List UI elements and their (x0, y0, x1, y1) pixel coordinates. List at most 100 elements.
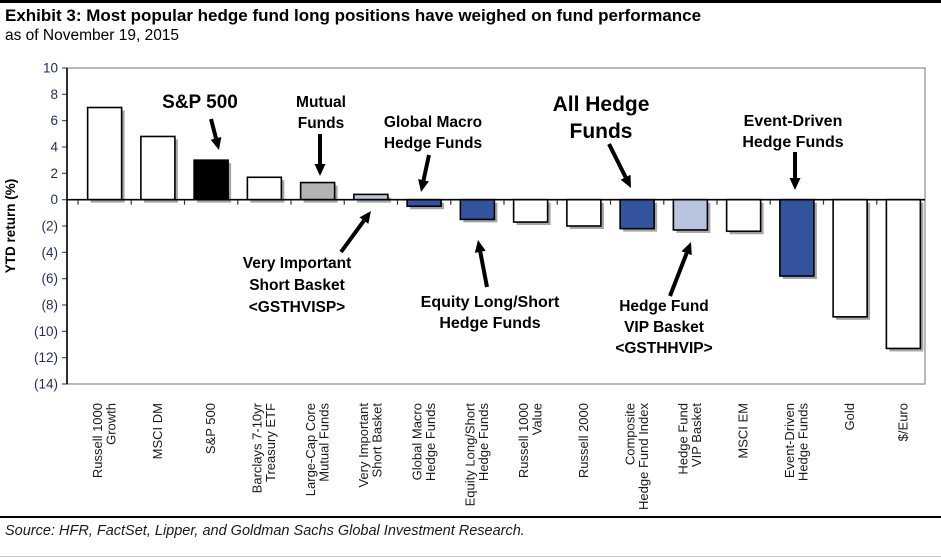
x-label-barclays-7-10yr-treasury-etf: Treasury ETF (263, 403, 278, 482)
y-tick-label: 8 (50, 87, 58, 102)
annotation-text: S&P 500 (162, 92, 238, 113)
y-tick-label: 0 (50, 192, 58, 207)
y-tick-label: 10 (43, 61, 58, 76)
x-label-russell-2000: Russell 2000 (576, 403, 591, 478)
annotation-text: Very Important (243, 255, 352, 272)
annotation-text: Funds (298, 115, 345, 132)
x-label-msci-em: MSCI EM (736, 403, 751, 459)
x-label-russell-1000-growth: Russell 1000 (90, 403, 105, 478)
bar-barclays-7-10yr-treasury-etf (246, 176, 283, 201)
y-tick-label: (8) (42, 298, 59, 313)
y-tick-label: 4 (50, 140, 58, 155)
x-label-russell-1000-value: Russell 1000 (516, 403, 531, 478)
x-label-global-macro-hedge-funds: Hedge Funds (423, 403, 438, 482)
annotation-text: Global Macro (384, 114, 482, 131)
bar-s-p-500 (193, 159, 229, 201)
annotation-text: Equity Long/Short (421, 294, 560, 311)
annotation-arrow-head (681, 242, 692, 256)
annotation-arrow-shaft (339, 219, 366, 254)
top-divider (0, 0, 941, 3)
bar-event-driven-hedge-funds (779, 198, 815, 277)
x-label-global-macro-hedge-funds: Global Macro (409, 403, 424, 480)
annotation-arrow-head (474, 240, 486, 253)
annotation-arrow-head (359, 211, 371, 224)
annotation-very-important-short-basket-gsthvisp: Very Important Short Basket <GSTHVISP> (243, 211, 371, 316)
annotation-arrow-shaft (478, 251, 489, 288)
annotation-event-driven-hedge-funds: Event-Driven Hedge Funds (742, 113, 844, 190)
x-label-equity-long-short-hedge-funds: Hedge Funds (476, 403, 491, 482)
annotation-equity-long-short-hedge-funds: Equity Long/Short Hedge Funds (421, 240, 560, 332)
annotation-text: <GSTHHVIP> (615, 340, 712, 357)
annotation-s-p-500: S&P 500 (162, 92, 238, 150)
y-tick-label: (4) (42, 245, 59, 260)
annotation-arrow-shaft (668, 252, 689, 297)
bar-msci-dm (140, 135, 176, 201)
y-tick-label: 6 (50, 113, 58, 128)
annotation-text: All Hedge (553, 93, 650, 116)
y-tick-label: (12) (34, 350, 58, 365)
annotation-arrow-shaft (421, 154, 431, 181)
x-label-equity-long-short-hedge-funds: Equity Long/Short (463, 403, 478, 507)
y-tick-label: (14) (34, 377, 58, 392)
bar-euro (885, 198, 922, 350)
annotation-text: Hedge Fund (619, 298, 709, 315)
annotation-text: Hedge Funds (384, 135, 482, 152)
annotation-text: Hedge Funds (439, 315, 540, 332)
bottom-divider (0, 556, 941, 557)
annotation-text: Short Basket (249, 277, 345, 294)
bar-gold (832, 198, 868, 318)
x-label-msci-dm: MSCI DM (150, 403, 165, 459)
x-label-hedge-fund-vip-basket: VIP Basket (689, 403, 704, 467)
annotation-arrow-shaft (209, 118, 218, 139)
bar-global-macro-hedge-funds (406, 198, 442, 208)
x-label-russell-1000-growth: Growth (103, 403, 118, 445)
x-label-russell-1000-value: Value (529, 403, 544, 435)
bar-msci-em (725, 198, 762, 233)
annotation-text: Funds (570, 120, 633, 143)
x-label-very-important-short-basket: Very Important (356, 403, 371, 488)
x-label-s-p-500: S&P 500 (203, 403, 218, 454)
x-label-large-cap-core-mutual-funds: Large-Cap Core (303, 403, 318, 496)
x-label-event-driven-hedge-funds: Hedge Funds (796, 403, 811, 482)
x-label-gold: Gold (842, 403, 857, 430)
annotation-all-hedge-funds: All Hedge Funds (553, 93, 650, 188)
annotation-arrow-head (789, 178, 801, 190)
annotation-arrow-head (314, 164, 326, 176)
annotations: S&P 500 Mutual Funds Global Macro Hedge Fund… (162, 92, 844, 357)
bar-large-cap-core-mutual-funds (299, 181, 336, 201)
bar-equity-long-short-hedge-funds (459, 198, 496, 221)
x-label-composite-hedge-fund-index: Composite (622, 403, 637, 465)
bar-russell-2000 (566, 198, 602, 227)
x-label-composite-hedge-fund-index: Hedge Fund Index (636, 403, 651, 510)
annotation-text: Hedge Funds (742, 134, 843, 151)
annotation-arrow-head (620, 174, 631, 188)
exhibit-subtitle: as of November 19, 2015 (5, 27, 180, 44)
annotation-arrow-shaft (607, 143, 628, 179)
annotation-arrow-head (210, 137, 222, 150)
x-label-large-cap-core-mutual-funds: Mutual Funds (316, 403, 331, 482)
bars (86, 106, 924, 352)
annotation-text: Event-Driven (744, 113, 843, 130)
x-label-euro: $/Euro (895, 403, 910, 441)
y-tick-label: (2) (42, 219, 59, 234)
source-divider (0, 516, 941, 518)
bar-composite-hedge-fund-index (619, 198, 655, 230)
annotation-mutual-funds: Mutual Funds (296, 94, 346, 176)
y-axis: 10 8 6 4 2 0 (2) (4) (6) (8) (10) (12) (14) (34, 61, 67, 392)
annotation-text: VIP Basket (624, 319, 704, 336)
source-note: Source: HFR, FactSet, Lipper, and Goldma… (5, 523, 525, 539)
x-label-barclays-7-10yr-treasury-etf: Barclays 7-10yr (250, 402, 265, 493)
bar-russell-1000-value (512, 198, 549, 223)
bar-hedge-fund-vip-basket (672, 198, 709, 231)
y-tick-label: 2 (50, 166, 58, 181)
bar-russell-1000-growth (86, 106, 123, 201)
x-label-very-important-short-basket: Short Basket (370, 403, 385, 478)
y-tick-label: (10) (34, 324, 58, 339)
annotation-text: <GSTHVISP> (249, 299, 345, 316)
y-tick-label: (6) (42, 271, 59, 286)
annotation-text: Mutual (296, 94, 346, 111)
exhibit-title: Exhibit 3: Most popular hedge fund long … (5, 6, 702, 25)
